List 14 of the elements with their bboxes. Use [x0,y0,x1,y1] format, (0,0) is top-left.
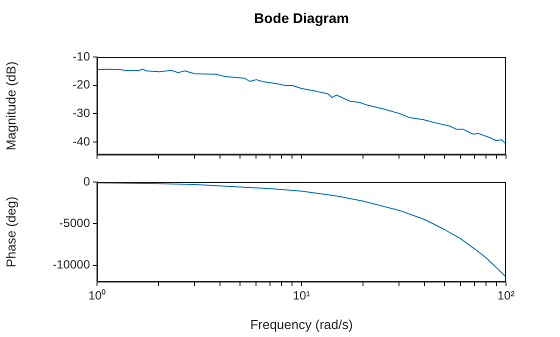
y-axis-title: Magnitude (dB) [3,61,18,150]
y-tick-label: -30 [72,106,90,120]
y-tick-label: -40 [72,134,90,148]
y-tick-label: -5000 [59,216,90,230]
y-tick-label: -10 [72,49,90,64]
x-axis-title: Frequency (rad/s) [250,316,353,332]
chart-title: Bode Diagram [254,10,349,26]
y-tick-label: 0 [83,174,90,188]
x-tick-label: 10² [497,288,515,303]
y-axis-title: Phase (deg) [3,196,18,268]
y-tick-label: -20 [72,78,90,92]
x-tick-label: 10⁰ [88,288,106,303]
x-tick-label: 10¹ [292,288,310,303]
y-tick-label: -10000 [52,258,90,272]
